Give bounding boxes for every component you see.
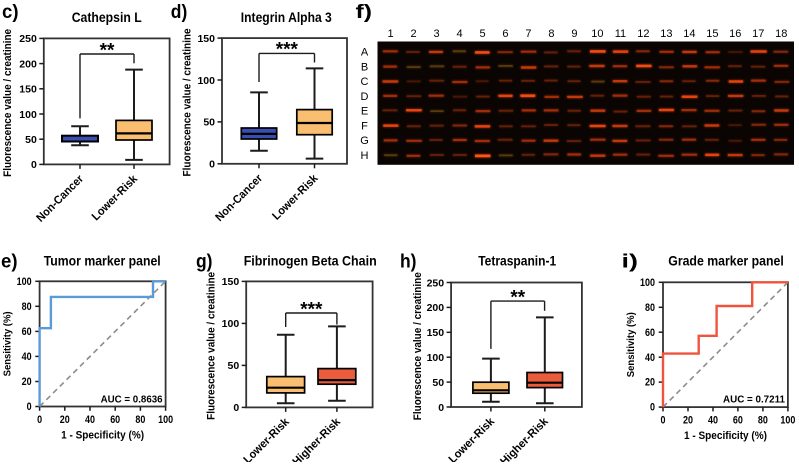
svg-text:50: 50 <box>432 377 444 389</box>
svg-text:100: 100 <box>640 277 655 289</box>
svg-text:**: ** <box>100 40 115 61</box>
svg-text:13: 13 <box>660 28 672 40</box>
svg-text:100: 100 <box>19 109 37 121</box>
svg-text:A: A <box>361 47 369 59</box>
svg-text:g): g) <box>196 250 213 272</box>
svg-text:18: 18 <box>775 28 787 40</box>
svg-text:11: 11 <box>615 28 626 40</box>
svg-text:20: 20 <box>22 376 32 388</box>
svg-text:150: 150 <box>197 33 215 45</box>
svg-text:Fluorescence value / creatinin: Fluorescence value / creatinine <box>206 272 218 420</box>
svg-text:1 - Specificity (%): 1 - Specificity (%) <box>684 430 767 442</box>
svg-text:Cathepsin L: Cathepsin L <box>72 10 142 25</box>
svg-text:Fibrinogen Beta Chain: Fibrinogen Beta Chain <box>244 253 377 268</box>
svg-text:Tumor marker panel: Tumor marker panel <box>44 253 161 268</box>
svg-text:1 - Specificity (%): 1 - Specificity (%) <box>61 430 144 442</box>
svg-text:20: 20 <box>645 377 655 389</box>
svg-text:80: 80 <box>22 301 32 313</box>
svg-text:150: 150 <box>19 84 37 96</box>
svg-text:E: E <box>361 106 368 118</box>
svg-text:9: 9 <box>571 28 577 40</box>
svg-text:0: 0 <box>650 402 655 414</box>
svg-text:G: G <box>360 135 369 147</box>
svg-text:40: 40 <box>85 414 95 426</box>
svg-text:***: *** <box>300 299 323 320</box>
svg-text:40: 40 <box>645 352 655 364</box>
svg-text:100: 100 <box>222 318 240 330</box>
svg-text:0: 0 <box>661 415 666 427</box>
svg-text:F: F <box>361 120 368 132</box>
svg-text:0: 0 <box>209 159 215 171</box>
svg-text:Fluorescence value / creatinin: Fluorescence value / creatinine <box>2 29 14 177</box>
svg-text:Fluorescence value / creatinin: Fluorescence value / creatinine <box>181 28 193 176</box>
svg-text:40: 40 <box>708 415 718 427</box>
svg-text:Integrin Alpha 3: Integrin Alpha 3 <box>241 10 332 25</box>
svg-text:15: 15 <box>706 28 718 40</box>
svg-text:AUC = 0.7211: AUC = 0.7211 <box>723 394 785 406</box>
svg-text:50: 50 <box>228 360 240 372</box>
svg-text:20: 20 <box>60 414 70 426</box>
svg-text:60: 60 <box>110 414 120 426</box>
svg-text:i): i) <box>622 250 639 272</box>
svg-text:80: 80 <box>758 415 768 427</box>
svg-text:***: *** <box>276 40 299 61</box>
svg-text:Grade marker panel: Grade marker panel <box>668 253 784 268</box>
svg-text:C: C <box>361 76 369 88</box>
svg-text:0: 0 <box>37 414 42 426</box>
svg-text:250: 250 <box>19 33 37 45</box>
svg-text:20: 20 <box>683 415 693 427</box>
svg-text:60: 60 <box>733 415 743 427</box>
svg-text:Tetraspanin-1: Tetraspanin-1 <box>478 253 556 268</box>
svg-text:14: 14 <box>683 28 695 40</box>
svg-text:60: 60 <box>645 327 655 339</box>
svg-text:100: 100 <box>780 415 795 427</box>
svg-text:10: 10 <box>591 28 603 40</box>
svg-text:3: 3 <box>433 28 439 40</box>
svg-text:50: 50 <box>203 117 215 129</box>
svg-text:200: 200 <box>19 58 37 70</box>
svg-text:40: 40 <box>22 351 32 363</box>
svg-text:80: 80 <box>645 302 655 314</box>
svg-text:AUC = 0.8636: AUC = 0.8636 <box>101 394 163 406</box>
svg-text:h): h) <box>400 250 417 272</box>
svg-text:100: 100 <box>17 276 32 288</box>
svg-text:Sensitivity (%): Sensitivity (%) <box>625 312 637 377</box>
svg-text:d): d) <box>171 1 188 23</box>
svg-text:0: 0 <box>233 402 239 414</box>
svg-text:**: ** <box>510 287 525 308</box>
svg-text:200: 200 <box>427 302 445 314</box>
svg-text:80: 80 <box>135 414 145 426</box>
svg-text:B: B <box>361 61 368 73</box>
svg-text:5: 5 <box>479 28 485 40</box>
svg-text:150: 150 <box>222 276 240 288</box>
svg-text:6: 6 <box>502 28 508 40</box>
svg-text:50: 50 <box>25 134 37 146</box>
svg-text:Sensitivity (%): Sensitivity (%) <box>2 311 14 376</box>
svg-text:16: 16 <box>729 28 741 40</box>
svg-text:100: 100 <box>427 352 445 364</box>
svg-text:60: 60 <box>22 326 32 338</box>
svg-text:250: 250 <box>427 277 445 289</box>
svg-text:e): e) <box>1 250 18 272</box>
svg-text:8: 8 <box>548 28 554 40</box>
svg-text:c): c) <box>2 1 19 23</box>
svg-text:H: H <box>361 150 369 162</box>
svg-text:2: 2 <box>410 28 416 40</box>
svg-text:100: 100 <box>158 414 173 426</box>
svg-text:0: 0 <box>31 159 37 171</box>
svg-text:150: 150 <box>427 327 445 339</box>
svg-text:100: 100 <box>197 75 215 87</box>
svg-text:Fluorescence value / creatinin: Fluorescence value / creatinine <box>412 272 424 420</box>
svg-text:4: 4 <box>456 28 462 40</box>
svg-text:f): f) <box>356 1 373 23</box>
svg-text:0: 0 <box>438 402 444 414</box>
svg-text:D: D <box>361 91 369 103</box>
svg-text:17: 17 <box>752 28 764 40</box>
svg-text:12: 12 <box>637 28 649 40</box>
svg-text:7: 7 <box>525 28 531 40</box>
svg-text:0: 0 <box>27 401 32 413</box>
svg-text:1: 1 <box>387 28 393 40</box>
